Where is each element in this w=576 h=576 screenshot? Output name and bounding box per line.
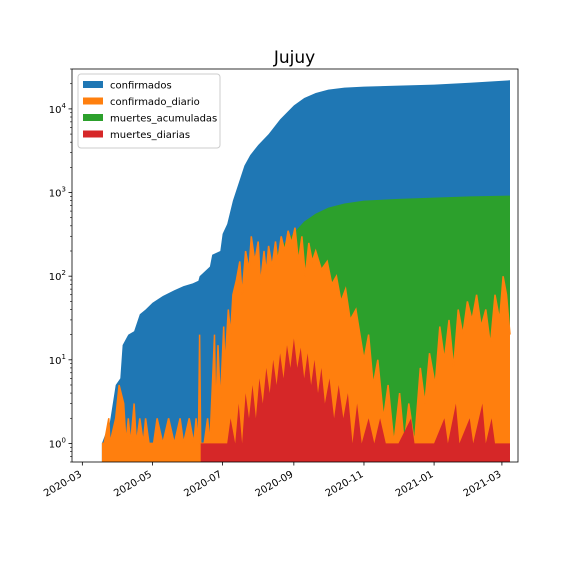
series-line-confirmado_diario (101, 227, 511, 445)
legend-label: confirmados (110, 81, 172, 92)
legend-swatch (83, 130, 103, 138)
legend-label: confirmado_diario (110, 97, 200, 108)
legend-swatch (83, 97, 103, 105)
legend-label: muertes_acumuladas (110, 114, 217, 125)
legend: confirmados confirmado_diario muertes_acum… (77, 73, 221, 149)
legend-swatch (83, 114, 103, 121)
chart-title: Jujuy (273, 48, 315, 68)
y-tick-label: 100 (49, 436, 66, 450)
series-area-muertes_diarias (200, 338, 510, 462)
y-tick-label: 102 (49, 269, 66, 283)
legend-label: muertes_diarias (110, 130, 190, 141)
legend-box (77, 73, 221, 149)
series-layer (101, 80, 511, 462)
plot-frame (71, 68, 519, 463)
series-muertes_diarias (200, 338, 510, 462)
y-tick-label: 101 (49, 353, 66, 367)
legend-item-muertes_diarias: muertes_diarias (83, 130, 190, 141)
legend-item-confirmado_diario: confirmado_diario (83, 97, 200, 108)
legend-item-muertes_acumuladas: muertes_acumuladas (83, 114, 217, 125)
y-tick-label: 103 (49, 186, 66, 200)
y-tick-label: 104 (49, 102, 67, 116)
legend-item-confirmados: confirmados (83, 81, 172, 92)
series-area-confirmado_diario (101, 227, 511, 462)
series-confirmado_diario (101, 227, 511, 462)
legend-swatch (83, 81, 103, 88)
